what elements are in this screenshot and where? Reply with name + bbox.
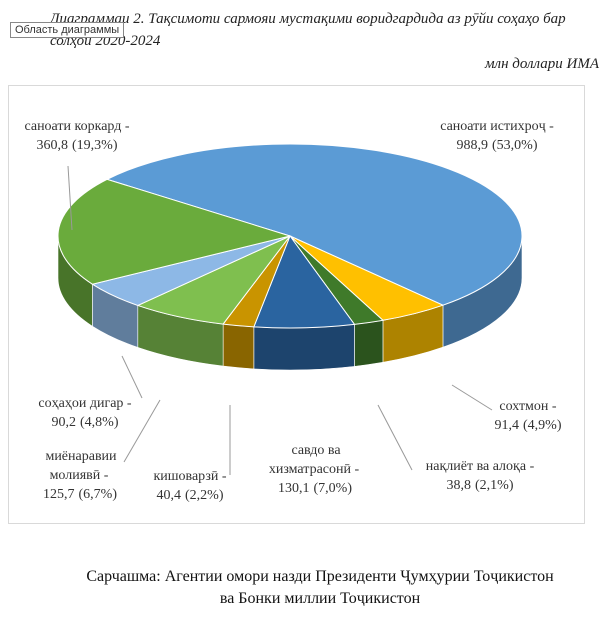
value-label: 91,4 xyxy=(494,418,520,433)
value-label: 125,7 xyxy=(43,487,75,502)
category-label: кишоварзӣ - xyxy=(153,469,227,484)
data-label: сохтмон - 91,4 (4,9%) xyxy=(468,397,588,435)
percent-label: (7,0%) xyxy=(313,481,353,496)
slice-side xyxy=(253,324,355,371)
category-label: миёнаравии молиявӣ - xyxy=(45,449,117,483)
label-line: 91,4 (4,9%) xyxy=(468,416,588,435)
data-label: кишоварзӣ - 40,4 (2,2%) xyxy=(130,467,250,505)
label-line: 988,9 (53,0%) xyxy=(412,136,582,155)
source-line: Сарчашма: Агентии омори назди Президенти… xyxy=(86,568,554,585)
leader-line xyxy=(123,399,161,463)
leader-line xyxy=(377,404,413,471)
label-line: саноати истихроҷ - xyxy=(412,117,582,136)
data-label: соҳаҳои дигар - 90,2 (4,8%) xyxy=(10,394,160,432)
chart-area xyxy=(8,85,585,524)
label-line: сохтмон - xyxy=(468,397,588,416)
value-label: 360,8 xyxy=(36,138,69,153)
category-label: нақлиёт ва алоқа - xyxy=(425,459,535,474)
label-line: 130,1 (7,0%) xyxy=(250,479,380,498)
percent-label: (19,3%) xyxy=(72,138,118,153)
label-line: 90,2 (4,8%) xyxy=(10,413,160,432)
category-label: соҳаҳои дигар - xyxy=(38,396,132,411)
percent-label: (4,9%) xyxy=(523,418,562,433)
value-label: 40,4 xyxy=(156,488,182,503)
source: Сарчашма: Агентии омори назди Президенти… xyxy=(30,566,610,610)
percent-label: (2,1%) xyxy=(475,478,514,493)
data-label: миёнаравии молиявӣ - 125,7 (6,7%) xyxy=(25,447,135,504)
slice xyxy=(105,143,523,306)
value-label: 38,8 xyxy=(446,478,472,493)
leader-line xyxy=(121,355,143,399)
data-label: саноати коркард - 360,8 (19,3%) xyxy=(0,117,162,155)
slice-side xyxy=(354,319,384,367)
label-line: савдо ва хизматрасонӣ - xyxy=(250,441,380,479)
category-label: сохтмон - xyxy=(499,399,557,414)
category-label: саноати истихроҷ - xyxy=(440,119,554,134)
label-line: миёнаравии молиявӣ - xyxy=(25,447,135,485)
value-label: 130,1 xyxy=(278,481,310,496)
source-line: ва Бонки миллии Тоҷикистон xyxy=(219,590,421,607)
slice xyxy=(253,234,356,329)
leader-line xyxy=(67,165,73,231)
slice-side xyxy=(222,323,255,370)
chart-title: Диаграммаи 2. Тақсимоти сармояи мустақим… xyxy=(50,11,566,49)
data-label: нақлиёт ва алоқа - 38,8 (2,1%) xyxy=(405,457,555,495)
label-line: 38,8 (2,1%) xyxy=(405,476,555,495)
data-label: саноати истихроҷ - 988,9 (53,0%) xyxy=(412,117,582,155)
label-line: 40,4 (2,2%) xyxy=(130,486,250,505)
label-line: нақлиёт ва алоқа - xyxy=(405,457,555,476)
percent-label: (4,8%) xyxy=(80,415,119,430)
category-label: савдо ва хизматрасонӣ - xyxy=(268,443,360,477)
label-line: кишоварзӣ - xyxy=(130,467,250,486)
percent-label: (53,0%) xyxy=(492,138,538,153)
percent-label: (6,7%) xyxy=(78,487,118,502)
category-label: саноати коркард - xyxy=(24,119,130,134)
unit-label: млн доллари ИМА xyxy=(484,56,599,72)
label-line: 360,8 (19,3%) xyxy=(0,136,162,155)
tooltip: Область диаграммы xyxy=(10,22,125,38)
percent-label: (2,2%) xyxy=(185,488,224,503)
value-label: 988,9 xyxy=(456,138,489,153)
data-label: савдо ва хизматрасонӣ - 130,1 (7,0%) xyxy=(250,441,380,498)
label-line: 125,7 (6,7%) xyxy=(25,485,135,504)
leader-line xyxy=(451,384,493,411)
label-line: соҳаҳои дигар - xyxy=(10,394,160,413)
value-label: 90,2 xyxy=(51,415,77,430)
slice xyxy=(57,178,292,285)
label-line: саноати коркард - xyxy=(0,117,162,136)
